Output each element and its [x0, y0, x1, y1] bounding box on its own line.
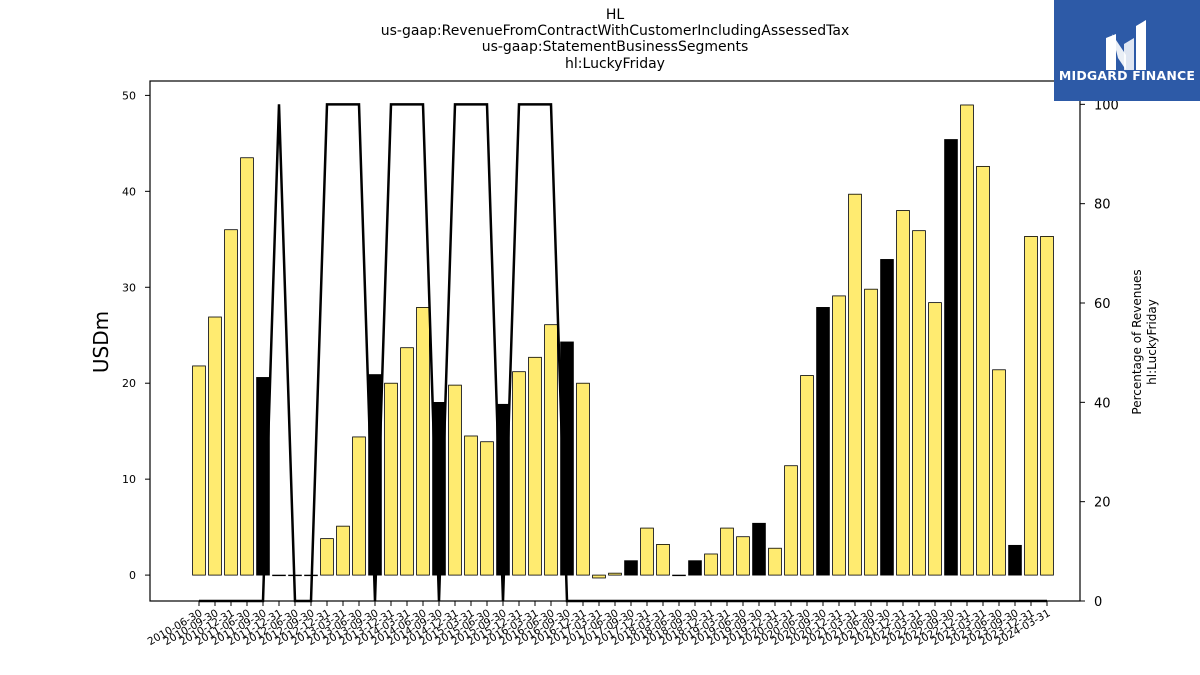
- y-tick-label-right: 20: [1094, 496, 1111, 511]
- bar: [992, 369, 1006, 576]
- bar: [192, 365, 206, 576]
- bar: [480, 441, 494, 576]
- bar: [240, 157, 254, 576]
- bar: [592, 574, 606, 579]
- bar: [352, 436, 366, 576]
- bar: [976, 165, 990, 576]
- bar: [864, 288, 878, 576]
- bar: [672, 574, 686, 577]
- bar: [784, 465, 798, 576]
- bar: [1040, 236, 1054, 576]
- bar: [928, 302, 942, 576]
- y-tick-label-left: 0: [129, 569, 136, 582]
- bar: [912, 230, 926, 576]
- bar: [688, 560, 702, 576]
- bar: [704, 553, 718, 576]
- bar: [1024, 236, 1038, 576]
- y-tick-label-left: 50: [122, 89, 136, 102]
- midgard-finance-logo: MIDGARD FINANCE: [1054, 0, 1200, 101]
- y-tick-label-right: 60: [1094, 297, 1111, 312]
- bar: [384, 382, 398, 576]
- bar: [608, 572, 622, 576]
- bar: [224, 229, 238, 576]
- chart-title-concept: us-gaap:RevenueFromContractWithCustomerI…: [380, 23, 850, 39]
- bar: [944, 139, 958, 576]
- y-tick-label-left: 20: [122, 377, 136, 390]
- bar: [768, 547, 782, 576]
- y-tick-label-right: 40: [1094, 396, 1111, 411]
- chart-title-member: hl:LuckyFriday: [565, 56, 665, 72]
- chart-title-ticker: HL: [605, 7, 625, 23]
- y-axis-label-right: Percentage of Revenues hl:LuckyFriday: [1130, 269, 1160, 414]
- bar: [416, 307, 430, 576]
- y-tick-label-right: 80: [1094, 198, 1111, 213]
- y-tick-label-left: 30: [122, 281, 136, 294]
- bar: [1008, 544, 1022, 576]
- bar: [624, 560, 638, 576]
- bar: [512, 371, 526, 576]
- bar: [448, 384, 462, 576]
- bar: [464, 435, 478, 576]
- y-axis-label-left: USDm: [89, 310, 113, 374]
- bar: [752, 522, 766, 576]
- bar: [832, 295, 846, 576]
- bar: [800, 375, 814, 576]
- bar: [880, 259, 894, 576]
- bar: [896, 210, 910, 576]
- bar: [848, 193, 862, 576]
- bar: [544, 324, 558, 576]
- bar: [816, 307, 830, 576]
- bar: [272, 574, 286, 577]
- bar: [640, 527, 654, 576]
- bar: [736, 536, 750, 576]
- bar: [528, 356, 542, 576]
- y-tick-label-left: 40: [122, 185, 136, 198]
- chart-title-axis: us-gaap:StatementBusinessSegments: [481, 39, 749, 55]
- y-axis-label-right-line1: Percentage of Revenues: [1130, 269, 1144, 415]
- bar: [208, 316, 222, 576]
- y-tick-label-right: 100: [1094, 98, 1119, 113]
- y-tick-label-right: 0: [1094, 595, 1102, 610]
- bar: [720, 527, 734, 576]
- logo-text: MIDGARD FINANCE: [1058, 68, 1196, 83]
- bar: [400, 347, 414, 576]
- bar: [656, 543, 670, 576]
- bar: [576, 382, 590, 576]
- bar: [320, 538, 334, 576]
- logo-mark-icon: [1106, 20, 1146, 70]
- y-axis-label-right-line2: hl:LuckyFriday: [1145, 299, 1159, 385]
- bar: [960, 104, 974, 576]
- bar: [336, 525, 350, 576]
- y-tick-label-left: 10: [122, 473, 136, 486]
